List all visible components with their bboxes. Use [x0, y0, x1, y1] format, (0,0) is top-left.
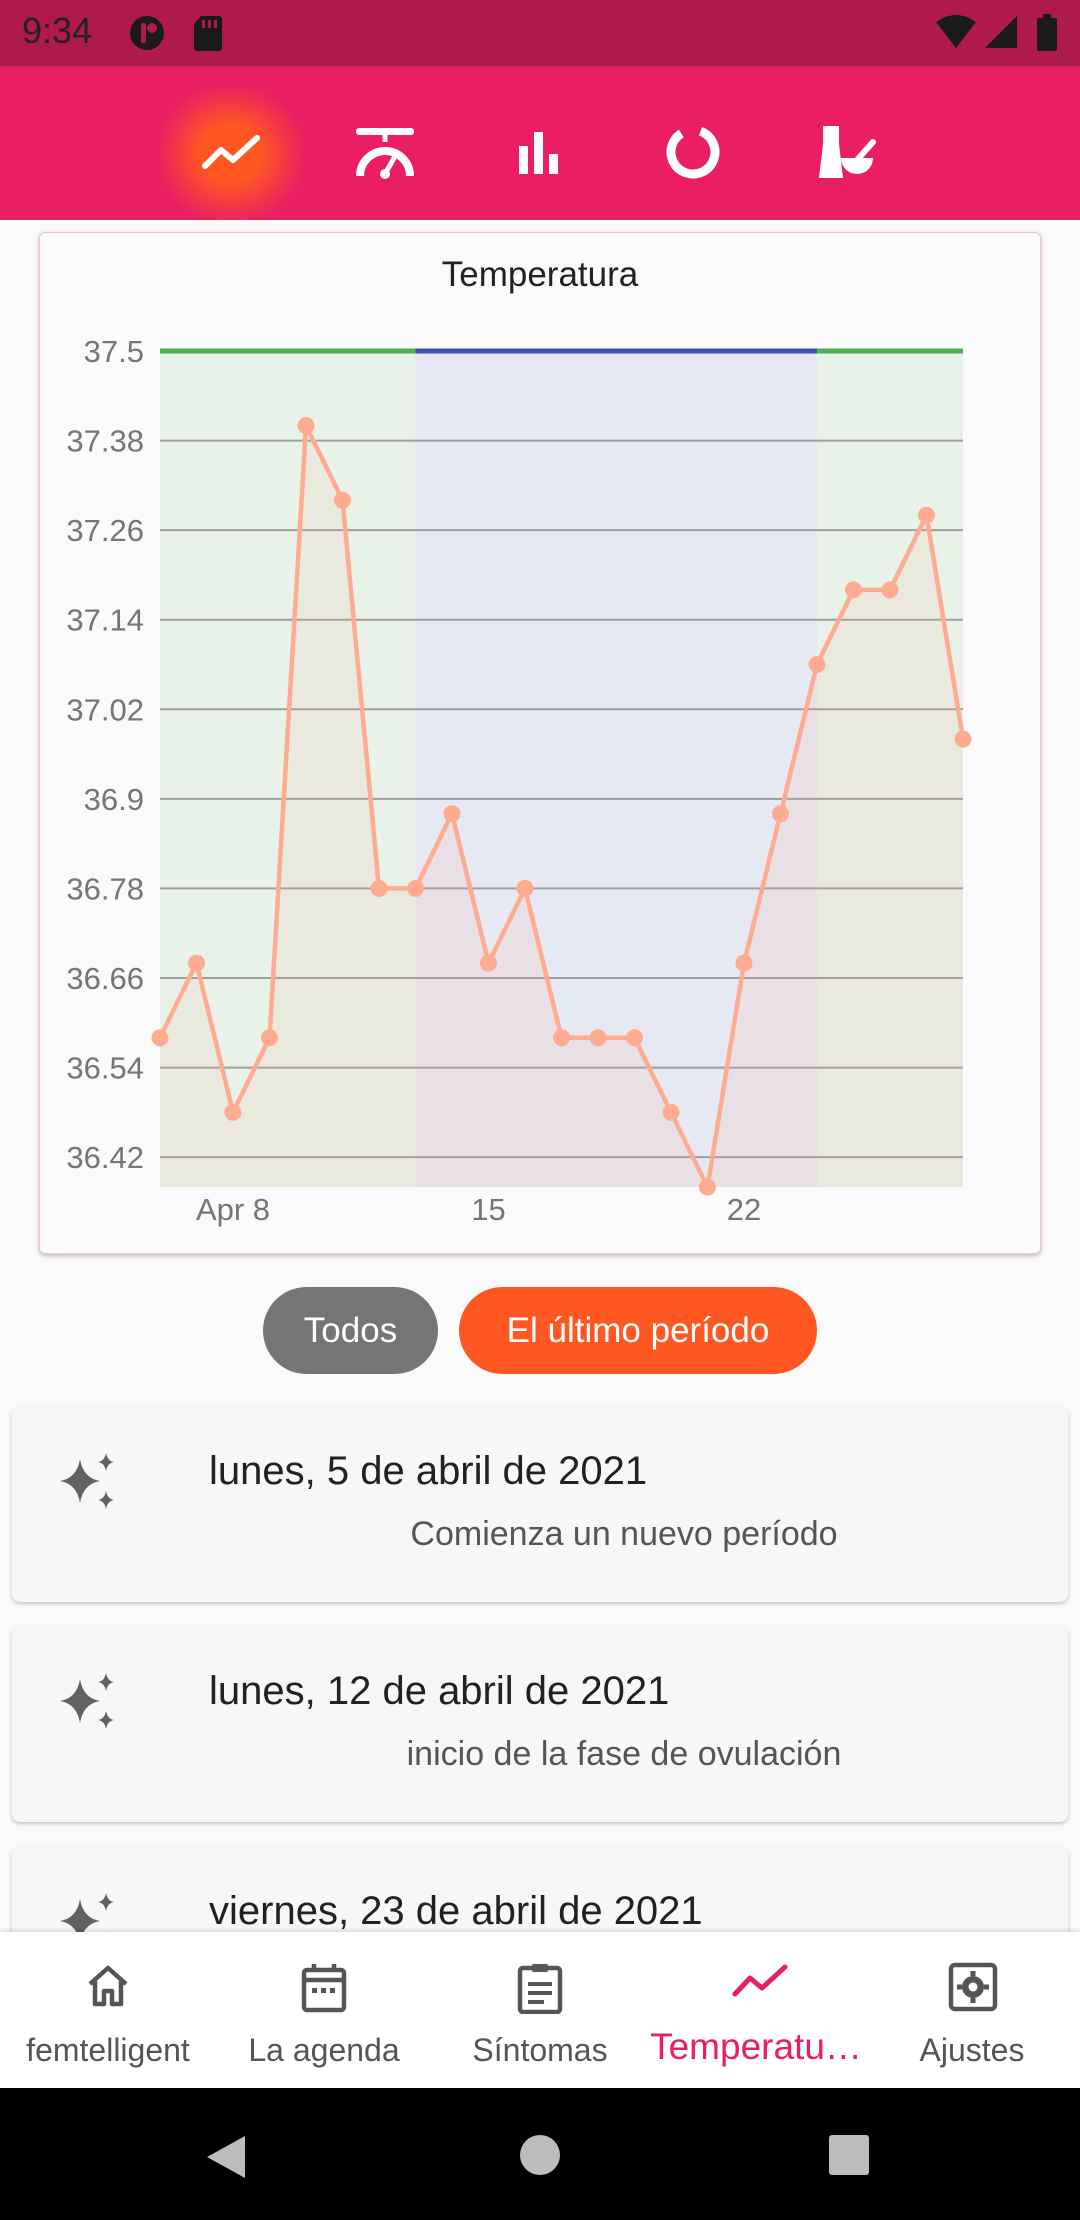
status-time: 9:34	[22, 10, 93, 51]
list-item[interactable]: lunes, 12 de abril de 2021 inicio de la …	[12, 1627, 1068, 1822]
x-tick-label: 22	[727, 1192, 761, 1227]
trend-line-icon	[732, 1962, 788, 2007]
all-periods-button[interactable]: Todos	[263, 1287, 438, 1374]
data-point	[407, 879, 424, 897]
y-tick-label: 37.14	[66, 603, 144, 638]
cellular-signal-icon	[984, 14, 1018, 55]
settings-icon	[948, 1962, 998, 2017]
system-navigation-bar	[0, 2088, 1080, 2220]
nav-settings[interactable]: Ajustes	[864, 1932, 1080, 2088]
data-point	[480, 954, 497, 972]
data-point	[297, 417, 315, 435]
list-item[interactable]: lunes, 5 de abril de 2021 Comienza un nu…	[12, 1407, 1068, 1602]
nav-label: Temperatu…	[650, 2026, 862, 2067]
event-date: lunes, 5 de abril de 2021	[209, 1449, 648, 1493]
home-circle-icon[interactable]	[519, 2134, 561, 2181]
nav-agenda[interactable]: La agenda	[216, 1932, 432, 2088]
back-icon[interactable]	[205, 2134, 247, 2185]
data-point	[918, 506, 935, 524]
y-tick-label: 36.54	[66, 1051, 144, 1086]
event-date: lunes, 12 de abril de 2021	[209, 1669, 670, 1713]
data-point	[808, 656, 826, 673]
temperature-chart-card: Temperatura 37.5 37.38 37.26 37.14 37.02 36.9…	[39, 232, 1041, 1254]
tab-statistics[interactable]	[469, 88, 609, 220]
bottom-navigation: femtelligent La agenda Síntomas Temperat…	[0, 1932, 1080, 2088]
nav-label: femtelligent	[26, 2032, 190, 2068]
last-period-button[interactable]: El último período	[459, 1287, 817, 1374]
data-point	[224, 1103, 242, 1121]
recents-icon[interactable]	[829, 2135, 869, 2180]
sparkle-icon	[56, 1671, 122, 1742]
data-point	[151, 1029, 169, 1047]
data-point	[845, 581, 862, 599]
battery-icon	[1036, 14, 1058, 57]
phase-band	[415, 351, 817, 1187]
sd-card-icon	[193, 14, 223, 57]
nav-label: Síntomas	[472, 2032, 608, 2068]
ring-chart-icon	[664, 123, 722, 186]
data-point	[370, 879, 388, 897]
temperature-chart[interactable]: 37.5 37.38 37.26 37.14 37.02 36.9 36.78 36.66 36…	[40, 233, 1040, 1233]
data-point	[261, 1029, 278, 1047]
chart-title: Temperatura	[441, 255, 639, 294]
data-point	[699, 1178, 716, 1196]
data-point	[589, 1029, 607, 1047]
data-point	[188, 954, 205, 972]
y-tick-label: 37.38	[66, 424, 144, 459]
nav-temperature[interactable]: Temperatu…	[648, 1932, 864, 2088]
nav-label: La agenda	[248, 2032, 400, 2068]
tab-weight[interactable]	[315, 88, 455, 220]
data-point	[516, 879, 534, 897]
nav-symptoms[interactable]: Síntomas	[432, 1932, 648, 2088]
data-point	[954, 730, 972, 748]
series-area	[160, 425, 963, 1188]
data-point	[772, 805, 789, 823]
mortar-pestle-icon	[817, 124, 877, 185]
x-tick-label: Apr 8	[196, 1192, 270, 1227]
y-tick-label: 36.42	[66, 1140, 144, 1175]
data-point	[881, 581, 899, 599]
y-tick-label: 36.9	[84, 782, 144, 817]
y-tick-label: 37.26	[66, 513, 144, 548]
scale-gauge-icon	[354, 124, 416, 185]
phase-band	[817, 351, 963, 1187]
top-tab-bar	[0, 66, 1080, 220]
data-point	[626, 1029, 643, 1047]
data-point	[443, 805, 461, 823]
y-tick-label: 36.78	[66, 871, 144, 906]
data-point	[334, 491, 351, 509]
nav-home[interactable]: femtelligent	[0, 1932, 216, 2088]
home-icon	[84, 1962, 132, 2015]
event-date: viernes, 23 de abril de 2021	[209, 1889, 703, 1933]
nav-label: Ajustes	[919, 2032, 1025, 2068]
event-description: inicio de la fase de ovulación	[406, 1735, 842, 1773]
event-description: Comienza un nuevo período	[410, 1515, 838, 1553]
wifi-icon	[935, 14, 977, 55]
bar-chart-icon	[517, 130, 561, 179]
data-point	[662, 1103, 680, 1121]
data-point	[553, 1029, 570, 1047]
y-tick-label: 37.02	[66, 692, 144, 727]
tab-cycle-ring[interactable]	[623, 88, 763, 220]
status-bar: 9:34	[0, 0, 1080, 66]
tab-medication[interactable]	[777, 88, 917, 220]
sparkle-icon	[56, 1451, 122, 1522]
data-point	[735, 954, 753, 972]
trend-line-icon	[201, 132, 261, 177]
clipboard-icon	[516, 1962, 564, 2019]
app-notification-icon	[128, 14, 166, 57]
y-tick-label: 37.5	[84, 334, 144, 369]
calendar-icon	[300, 1962, 348, 2019]
x-tick-label: 15	[471, 1192, 505, 1227]
y-tick-label: 36.66	[66, 961, 144, 996]
tab-temperature-chart[interactable]	[161, 88, 301, 220]
